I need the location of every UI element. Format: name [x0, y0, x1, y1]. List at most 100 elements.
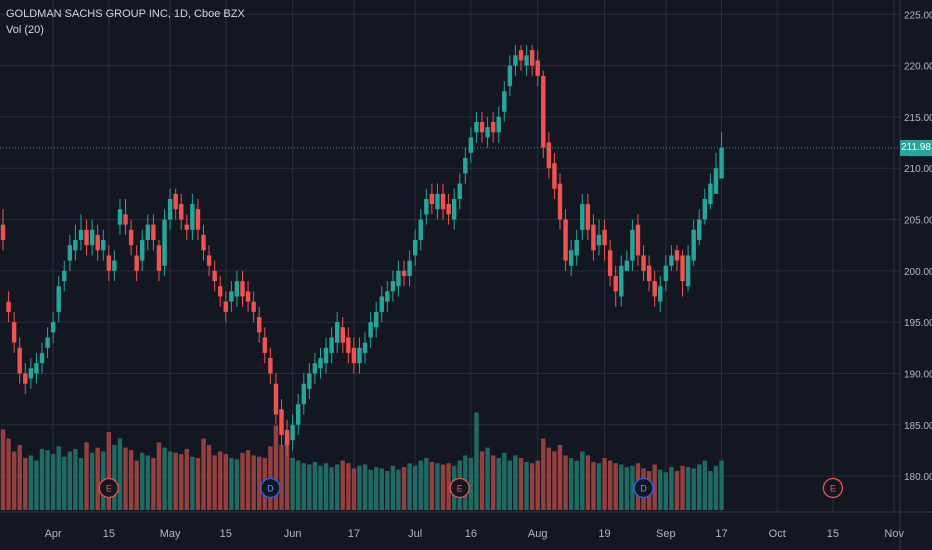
- volume-bar: [412, 465, 418, 510]
- candle-body: [290, 424, 295, 441]
- candle-body: [307, 373, 312, 389]
- y-tick-label: 200.00: [904, 267, 932, 278]
- candle-body: [34, 363, 39, 374]
- volume-bar: [357, 465, 362, 510]
- candle-body: [89, 229, 95, 246]
- volume-bar: [607, 460, 613, 510]
- earnings-event-marker[interactable]: [822, 477, 844, 499]
- x-tick-label: 17: [348, 528, 360, 540]
- volume-bar: [273, 425, 279, 510]
- candle-body: [435, 193, 440, 210]
- volume-bar: [234, 459, 240, 510]
- candle-body: [580, 204, 585, 230]
- candle-body: [162, 219, 167, 266]
- candle-body: [268, 358, 273, 374]
- volume-bar: [184, 448, 190, 510]
- candle-body: [340, 327, 345, 343]
- candle-body: [28, 368, 34, 379]
- y-tick-label: 225.00: [904, 10, 932, 21]
- x-tick-label: 17: [715, 528, 727, 540]
- candle-body: [62, 270, 67, 282]
- candle-body: [17, 347, 22, 374]
- volume-bar: [379, 468, 384, 510]
- volume-bar: [6, 438, 11, 510]
- candle-body: [357, 347, 362, 364]
- volume-bar: [529, 463, 535, 510]
- volume-bar: [195, 458, 201, 510]
- volume-bar: [151, 458, 156, 510]
- candle-body: [385, 291, 390, 302]
- candle-body: [179, 204, 184, 220]
- volume-bar: [474, 412, 479, 510]
- candle-body: [546, 142, 552, 169]
- volume-indicator-label[interactable]: Vol (20): [6, 24, 44, 36]
- candle-body: [602, 229, 607, 246]
- candle-body: [697, 219, 702, 241]
- volume-bar: [223, 454, 228, 510]
- candle-body: [541, 75, 546, 148]
- volume-bar: [67, 451, 73, 510]
- candle-body: [50, 322, 56, 333]
- candle-body: [630, 229, 635, 261]
- candle-body: [329, 337, 334, 353]
- candle-body: [713, 168, 719, 194]
- candle-body: [607, 250, 613, 276]
- volume-bar: [535, 460, 540, 510]
- dividend-event-marker[interactable]: [633, 477, 654, 499]
- candle-body: [335, 322, 340, 343]
- candle-body: [619, 265, 624, 297]
- candle-body: [702, 198, 708, 220]
- candle-body: [663, 265, 669, 282]
- volume-bar: [245, 450, 251, 510]
- volume-bar: [89, 452, 95, 510]
- x-tick-label: Oct: [769, 528, 786, 540]
- volume-bar: [134, 460, 139, 510]
- earnings-event-marker[interactable]: [449, 477, 470, 499]
- candle-body: [490, 122, 496, 133]
- earnings-event-marker[interactable]: [98, 477, 119, 499]
- volume-bar: [418, 460, 423, 510]
- event-marker-label: E: [106, 484, 112, 494]
- volume-bar: [713, 465, 719, 510]
- candle-body: [296, 404, 301, 425]
- volume-bar: [56, 446, 61, 510]
- candle-body: [552, 163, 557, 189]
- candle-body: [95, 234, 100, 251]
- volume-bar: [362, 464, 368, 510]
- event-marker-label: E: [457, 484, 463, 494]
- symbol-title[interactable]: GOLDMAN SACHS GROUP INC, 1D, Cboe BZX: [6, 8, 245, 20]
- volume-bar: [296, 460, 301, 510]
- candle-body: [223, 301, 228, 312]
- candle-body: [401, 270, 407, 276]
- volume-bar: [580, 451, 585, 510]
- volume-bar: [541, 438, 546, 510]
- candle-body: [190, 204, 195, 230]
- volume-bar: [240, 452, 245, 510]
- y-tick-label: 190.00: [904, 369, 932, 380]
- candle-body: [23, 373, 28, 384]
- volume-bar: [680, 465, 685, 510]
- candle-body: [84, 229, 89, 246]
- volume-bar: [301, 463, 306, 510]
- candle-body: [507, 65, 513, 87]
- dividend-event-marker[interactable]: [260, 477, 281, 499]
- candle-body: [0, 224, 6, 241]
- volume-bar: [290, 458, 295, 510]
- volume-bar: [624, 467, 630, 510]
- y-tick-label: 210.00: [904, 164, 932, 175]
- x-tick-label: 16: [465, 528, 477, 540]
- volume-bar: [123, 447, 128, 510]
- candle-body: [212, 270, 217, 282]
- candle-body: [78, 229, 84, 241]
- volume-bar: [630, 465, 635, 510]
- candle-body: [646, 265, 652, 282]
- volume-bar: [340, 460, 345, 510]
- candle-body: [557, 183, 563, 220]
- volume-bar: [323, 463, 329, 510]
- volume-bar: [585, 455, 591, 510]
- candle-body: [624, 260, 630, 271]
- volume-bar: [524, 461, 529, 510]
- candle-body: [396, 270, 401, 287]
